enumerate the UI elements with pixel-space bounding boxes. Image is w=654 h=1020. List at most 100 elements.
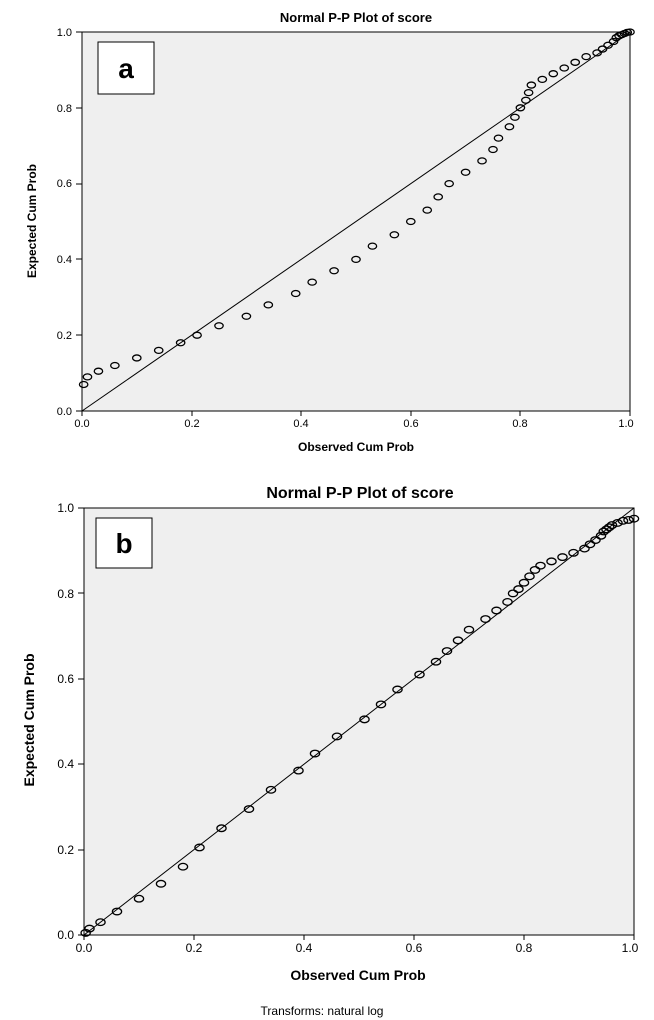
data-point [488,145,498,154]
data-point [612,518,623,527]
data-point [507,589,519,598]
data-point [243,805,255,813]
xtick-label: 0.2 [184,418,199,430]
panel-label-box [95,517,153,569]
data-point [192,331,202,339]
data-point [597,45,608,53]
data-point [628,514,640,523]
data-point [502,597,513,606]
data-point [155,879,167,888]
data-point [82,373,93,381]
data-point [133,894,145,903]
data-point [537,75,548,84]
panel-label: b [115,528,132,559]
xtick-label: 0.0 [74,418,89,430]
data-point [521,96,531,104]
data-point [480,615,491,623]
ytick-label: 0.2 [57,843,74,857]
data-point [290,289,301,298]
data-point [95,918,106,927]
data-point [392,685,403,694]
xtick-label: 0.4 [293,418,308,430]
y-axis-label: Expected Cum Prob [25,164,39,278]
xtick-group: 0.0 0.2 0.4 0.6 0.8 1.0 [74,411,634,430]
data-point [524,572,535,581]
data-point [557,553,568,562]
data-point [504,123,515,131]
data-point [216,824,227,833]
data-point [405,217,416,226]
data-point [604,523,615,532]
data-point [592,49,602,57]
data-point [460,168,471,176]
ytick-label: 0.4 [57,254,72,266]
chart-panel-a: Normal P-P Plot of score 1.0 0.8 0.6 0.4… [25,10,635,454]
data-point [608,37,619,46]
data-point [367,242,378,250]
panel-label: a [118,53,134,84]
data-point [177,862,189,871]
x-axis-label: Observed Cum Prob [290,967,425,983]
data-point [493,134,504,142]
data-point [510,113,520,121]
data-point [548,70,559,78]
data-point [606,521,618,530]
data-point [351,255,361,264]
data-point [513,585,524,594]
data-point [595,531,607,540]
data-point [491,606,502,615]
chart-title: Normal P-P Plot of score [280,10,432,25]
ytick-label: 0.2 [57,330,72,342]
xtick-label: 1.0 [618,418,633,430]
data-point [526,81,537,89]
data-point [535,561,546,570]
data-point [518,578,530,587]
data-point [307,278,318,286]
xtick-label: 0.4 [296,941,313,955]
data-point [546,557,557,566]
data-point [559,64,570,72]
ytick-label: 1.0 [57,27,72,39]
ytick-label: 0.8 [57,587,74,601]
data-points [80,507,640,937]
data-point [241,312,252,320]
data-point [214,322,224,330]
data-point [265,785,277,794]
ytick-label: 0.6 [57,672,74,686]
ytick-group: 1.0 0.8 0.6 0.4 0.2 0.0 [57,27,82,418]
data-point [375,700,387,709]
footnote: Transforms: natural log [261,1004,384,1018]
data-point [444,179,455,188]
reference-line [81,31,631,412]
data-point [625,28,635,36]
ytick-label: 0.8 [57,103,72,115]
data-point [601,525,612,534]
data-point [78,380,89,389]
data-point [389,231,400,239]
data-point [441,647,453,655]
ytick-label: 0.4 [57,757,74,771]
data-point [523,88,534,97]
x-axis-label: Observed Cum Prob [298,440,414,454]
data-point [570,58,581,66]
ytick-group: 1.0 0.8 0.6 0.4 0.2 0.0 [57,501,84,942]
data-point [603,41,613,49]
xtick-group: 0.0 0.2 0.4 0.6 0.8 1.0 [76,935,639,955]
xtick-label: 0.8 [512,418,527,430]
data-point [293,766,304,775]
data-point [414,670,425,679]
data-point [579,544,590,553]
xtick-label: 0.0 [76,941,93,955]
data-point [430,657,442,666]
reference-line [83,507,635,936]
data-point [515,104,526,112]
ytick-label: 1.0 [57,501,74,515]
data-point [598,527,610,536]
data-point [452,636,464,645]
data-point [329,267,339,275]
data-point [590,536,601,544]
chart-panel-b: Normal P-P Plot of score 1.0 0.8 0.6 0.4… [21,485,640,983]
ytick-label: 0.6 [57,178,72,190]
ytick-label: 0.0 [57,928,74,942]
